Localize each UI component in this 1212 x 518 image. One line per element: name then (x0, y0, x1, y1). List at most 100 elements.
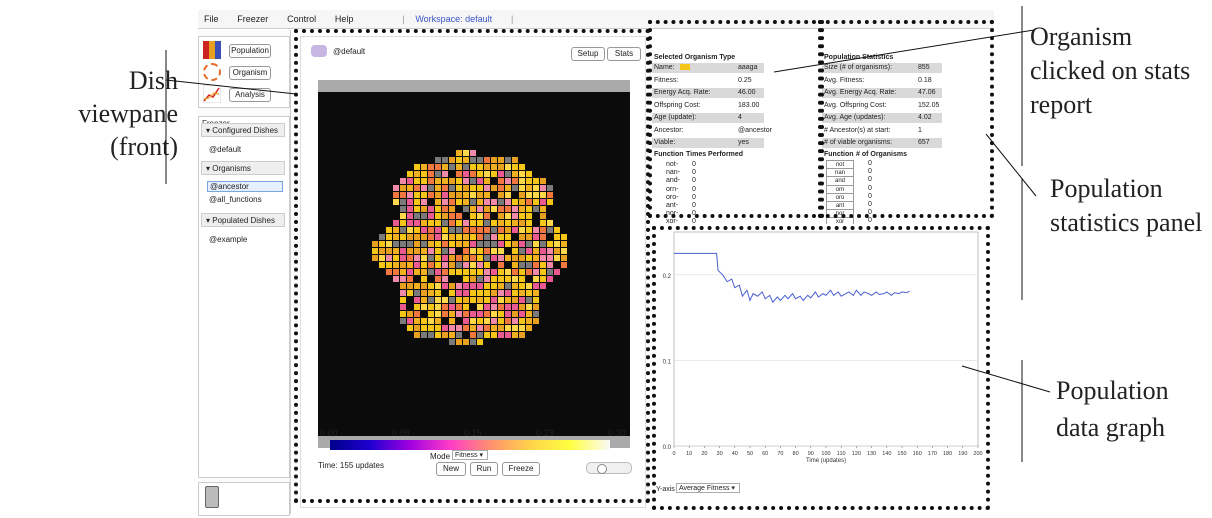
organism-cell[interactable] (449, 318, 455, 324)
organism-cell[interactable] (554, 255, 560, 261)
organism-cell[interactable] (519, 199, 525, 205)
organism-cell[interactable] (484, 192, 490, 198)
organism-cell[interactable] (428, 192, 434, 198)
organism-cell[interactable] (526, 241, 532, 247)
organism-cell[interactable] (379, 241, 385, 247)
organism-cell[interactable] (456, 339, 462, 345)
organism-cell[interactable] (540, 234, 546, 240)
organism-cell[interactable] (484, 297, 490, 303)
trash-can-icon[interactable] (205, 486, 219, 508)
organism-cell[interactable] (470, 290, 476, 296)
organism-cell[interactable] (498, 262, 504, 268)
organism-cell[interactable] (477, 199, 483, 205)
organism-cell[interactable] (470, 150, 476, 156)
stats-button[interactable]: Stats (607, 47, 641, 61)
organism-cell[interactable] (463, 255, 469, 261)
organism-cell[interactable] (554, 248, 560, 254)
organism-cell[interactable] (519, 164, 525, 170)
organism-cell[interactable] (512, 283, 518, 289)
organism-cell[interactable] (470, 283, 476, 289)
organism-cell[interactable] (393, 220, 399, 226)
organism-cell[interactable] (470, 192, 476, 198)
organism-cell[interactable] (491, 206, 497, 212)
organism-cell[interactable] (477, 325, 483, 331)
organism-cell[interactable] (463, 304, 469, 310)
organism-cell[interactable] (491, 332, 497, 338)
organism-cell[interactable] (477, 283, 483, 289)
organism-cell[interactable] (463, 185, 469, 191)
organism-cell[interactable] (498, 325, 504, 331)
organism-cell[interactable] (435, 255, 441, 261)
organism-cell[interactable] (491, 227, 497, 233)
organism-cell[interactable] (456, 269, 462, 275)
organism-cell[interactable] (449, 269, 455, 275)
organism-cell[interactable] (400, 255, 406, 261)
organism-cell[interactable] (470, 164, 476, 170)
organism-cell[interactable] (519, 206, 525, 212)
organism-cell[interactable] (407, 269, 413, 275)
organism-cell[interactable] (463, 339, 469, 345)
organism-cell[interactable] (533, 192, 539, 198)
organism-cell[interactable] (484, 234, 490, 240)
organism-cell[interactable] (407, 283, 413, 289)
organism-cell[interactable] (477, 171, 483, 177)
organism-cell[interactable] (442, 185, 448, 191)
organism-cell[interactable] (407, 213, 413, 219)
organism-cell[interactable] (491, 297, 497, 303)
organism-cell[interactable] (407, 325, 413, 331)
organism-icon[interactable] (203, 63, 221, 81)
organism-cell[interactable] (456, 332, 462, 338)
organism-cell[interactable] (470, 227, 476, 233)
organism-cell[interactable] (484, 227, 490, 233)
organism-cell[interactable] (477, 213, 483, 219)
organism-cell[interactable] (435, 262, 441, 268)
freezer-item-all-functions[interactable]: @all_functions (209, 195, 262, 204)
organism-cell[interactable] (442, 269, 448, 275)
organism-cell[interactable] (547, 199, 553, 205)
organism-cell[interactable] (449, 157, 455, 163)
organism-cell[interactable] (484, 171, 490, 177)
organism-cell[interactable] (519, 304, 525, 310)
organism-cell[interactable] (512, 332, 518, 338)
organism-cell[interactable] (512, 297, 518, 303)
organism-cell[interactable] (421, 206, 427, 212)
organism-cell[interactable] (393, 248, 399, 254)
organism-cell[interactable] (505, 276, 511, 282)
organism-cell[interactable] (526, 325, 532, 331)
organism-cell[interactable] (421, 269, 427, 275)
organism-cell[interactable] (526, 227, 532, 233)
organism-cell[interactable] (484, 206, 490, 212)
organism-cell[interactable] (547, 185, 553, 191)
organism-cell[interactable] (435, 199, 441, 205)
organism-cell[interactable] (540, 220, 546, 226)
organism-cell[interactable] (470, 262, 476, 268)
organism-cell[interactable] (540, 199, 546, 205)
organism-cell[interactable] (421, 304, 427, 310)
organism-cell[interactable] (386, 241, 392, 247)
organism-cell[interactable] (386, 248, 392, 254)
freezer-item-example[interactable]: @example (209, 235, 248, 244)
organism-cell[interactable] (498, 227, 504, 233)
organism-cell[interactable] (400, 227, 406, 233)
organism-cell[interactable] (435, 178, 441, 184)
organism-cell[interactable] (498, 255, 504, 261)
organism-cell[interactable] (477, 276, 483, 282)
organism-cell[interactable] (477, 206, 483, 212)
organism-cell[interactable] (400, 178, 406, 184)
organism-cell[interactable] (519, 248, 525, 254)
organism-cell[interactable] (505, 304, 511, 310)
organism-cell[interactable] (421, 164, 427, 170)
organism-cell[interactable] (393, 199, 399, 205)
organism-cell[interactable] (477, 248, 483, 254)
organism-cell[interactable] (463, 178, 469, 184)
organism-cell[interactable] (421, 297, 427, 303)
organism-cell[interactable] (463, 171, 469, 177)
organism-cell[interactable] (442, 227, 448, 233)
organism-cell[interactable] (393, 192, 399, 198)
organism-cell[interactable] (400, 206, 406, 212)
organism-cell[interactable] (470, 206, 476, 212)
organism-cell[interactable] (463, 150, 469, 156)
organism-cell[interactable] (512, 213, 518, 219)
organism-cell[interactable] (421, 192, 427, 198)
organism-cell[interactable] (407, 290, 413, 296)
